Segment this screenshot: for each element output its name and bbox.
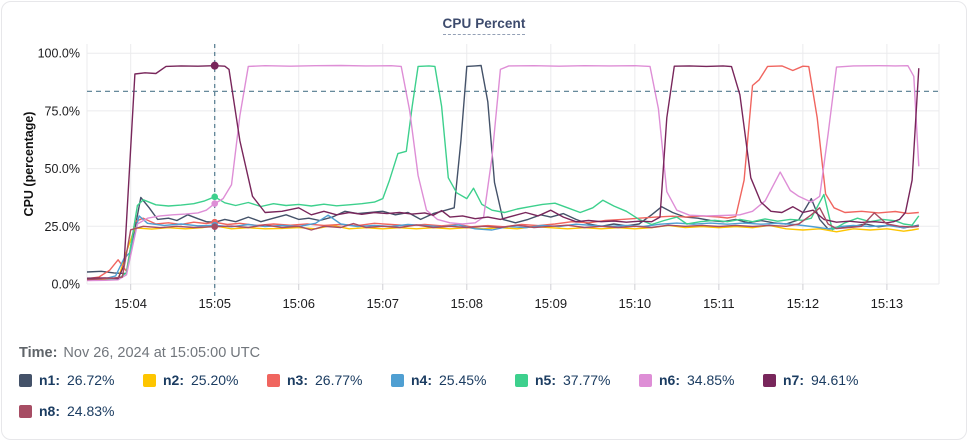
cursor-dot-n5[interactable] <box>211 193 219 201</box>
x-tick-label: 15:06 <box>282 296 315 311</box>
y-tick-label: 75.0% <box>45 104 80 118</box>
legend-item-n6[interactable]: n6: 34.85% <box>639 371 763 389</box>
legend-series-value: 25.20% <box>191 372 239 388</box>
legend-series-name: n3: <box>287 372 308 388</box>
legend-item-n1[interactable]: n1: 26.72% <box>19 371 143 389</box>
legend-series-name: n4: <box>411 372 432 388</box>
legend-series-value: 25.45% <box>439 372 487 388</box>
legend-series-value: 94.61% <box>811 372 859 388</box>
y-tick-label: 50.0% <box>45 162 80 176</box>
cursor-dot-n8[interactable] <box>211 223 219 230</box>
series-legend: n1: 26.72% n2: 25.20% n3: 26.77% n4: 25.45% n5: 3… <box>19 371 958 433</box>
x-tick-label: 15:13 <box>871 296 904 311</box>
time-value: Nov 26, 2024 at 15:05:00 UTC <box>63 345 261 361</box>
legend-series-name: n1: <box>39 372 60 388</box>
series-line-n7[interactable] <box>86 65 920 280</box>
legend-series-value: 26.77% <box>315 372 363 388</box>
series-line-n5[interactable] <box>86 65 920 280</box>
x-tick-label: 15:04 <box>114 296 147 311</box>
legend-swatch <box>19 404 32 418</box>
legend-swatch <box>515 373 528 387</box>
cursor-dot-n7[interactable] <box>210 61 219 70</box>
legend-series-name: n7: <box>783 372 804 388</box>
legend-series-value: 24.83% <box>67 403 115 419</box>
x-tick-label: 15:09 <box>535 296 568 311</box>
legend-swatch <box>763 373 776 387</box>
legend-series-name: n2: <box>163 372 184 388</box>
time-label: Time: <box>19 345 58 361</box>
series-line-n8[interactable] <box>86 207 919 281</box>
x-tick-label: 15:11 <box>703 296 735 311</box>
y-tick-label: 0.0% <box>52 278 81 292</box>
x-tick-label: 15:05 <box>198 296 231 311</box>
cursor-dot-n6[interactable] <box>211 200 219 207</box>
x-tick-label: 15:12 <box>787 296 820 311</box>
legend-series-value: 37.77% <box>563 372 611 388</box>
legend-series-name: n6: <box>659 372 680 388</box>
series-line-n1[interactable] <box>86 64 919 275</box>
x-tick-label: 15:10 <box>619 296 652 311</box>
legend-item-n2[interactable]: n2: 25.20% <box>143 371 267 389</box>
chart-header: CPU Percent <box>2 15 966 35</box>
legend-item-n7[interactable]: n7: 94.61% <box>763 371 887 389</box>
legend-swatch <box>639 373 652 387</box>
legend-item-n4[interactable]: n4: 25.45% <box>391 371 515 389</box>
legend-series-value: 26.72% <box>67 372 115 388</box>
y-tick-label: 25.0% <box>45 220 80 234</box>
y-tick-label: 100.0% <box>38 47 80 61</box>
series-line-n6[interactable] <box>86 64 920 282</box>
y-axis-title: CPU (percentage) <box>22 112 36 217</box>
legend-item-n3[interactable]: n3: 26.77% <box>267 371 391 389</box>
legend-swatch <box>143 373 156 387</box>
legend-item-n5[interactable]: n5: 37.77% <box>515 371 639 389</box>
x-tick-label: 15:07 <box>366 296 399 311</box>
legend-series-name: n5: <box>535 372 556 388</box>
legend-swatch <box>19 373 32 387</box>
legend-swatch <box>267 373 280 387</box>
series-line-n2[interactable] <box>86 224 919 281</box>
series-line-n3[interactable] <box>86 65 919 280</box>
chart-title[interactable]: CPU Percent <box>442 16 526 35</box>
cursor-time-row: Time: Nov 26, 2024 at 15:05:00 UTC <box>19 345 260 361</box>
legend-swatch <box>391 373 404 387</box>
x-tick-label: 15:08 <box>451 296 484 311</box>
legend-item-n8[interactable]: n8: 24.83% <box>19 402 143 420</box>
cpu-chart[interactable]: 0.0% 25.0% 50.0% 75.0% 100.0% 15:04 15:05 15:06… <box>2 2 967 322</box>
legend-series-name: n8: <box>39 403 60 419</box>
legend-series-value: 34.85% <box>687 372 735 388</box>
